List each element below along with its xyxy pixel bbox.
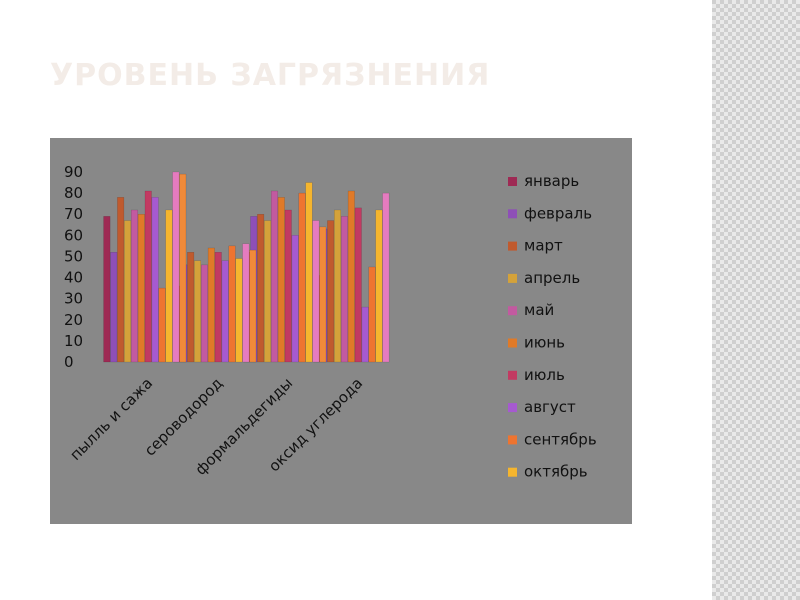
bar [270,190,278,363]
bar [368,266,376,363]
bar [179,173,187,363]
y-tick-label: 90 [64,163,83,181]
bar [235,258,243,363]
bar [312,220,320,363]
legend-label: февраль [524,204,592,222]
bar [221,260,229,363]
legend-label: апрель [524,269,580,287]
bar [207,247,215,363]
legend-label: июль [524,366,565,384]
legend-swatch [508,209,517,219]
bar [200,264,208,363]
bar [242,243,250,363]
legend-label: сентябрь [524,430,597,448]
legend-label: январь [524,172,579,190]
y-tick-label: 40 [64,269,83,287]
bar [291,235,299,363]
x-category-label: пылль и сажа [66,374,156,464]
bars-group [103,171,390,363]
slide-title: Уровень загрязнения [50,58,491,93]
bar [103,216,111,363]
legend-swatch [508,467,517,477]
bar [327,220,335,363]
y-tick-label: 10 [64,332,83,350]
bar [214,252,222,363]
legend-swatch [508,177,517,186]
bar [264,220,272,363]
y-tick-label: 60 [64,226,83,244]
bar [298,192,306,363]
legend-label: май [524,301,554,319]
chart-panel: 0 10 20 30 40 50 60 70 80 90 пылль и сажа сероводо… [50,138,632,524]
y-tick-label: 0 [64,353,74,371]
bar [249,249,257,363]
bar [382,192,390,363]
legend: январь февраль март апрель май июнь июль август… [508,172,597,481]
legend-swatch [508,435,517,445]
bar [187,252,195,363]
decorative-side-band [712,0,800,600]
bar [347,190,355,363]
bar [172,171,180,363]
bar [117,197,125,363]
bar-chart: 0 10 20 30 40 50 60 70 80 90 пылль и сажасероводо… [64,163,597,481]
bar [151,197,159,363]
bar [354,207,362,363]
bar [284,209,292,363]
y-tick-label: 70 [64,205,83,223]
legend-swatch [508,370,517,380]
legend-swatch [508,403,517,413]
bar [110,252,118,363]
legend-swatch [508,338,517,348]
legend-swatch [508,241,517,251]
bar [319,226,327,363]
bar [375,209,383,363]
bar [165,209,173,363]
bar [228,245,236,363]
bar [137,214,145,363]
legend-swatch [508,306,517,316]
y-tick-label: 50 [64,247,83,265]
bar [277,197,285,363]
legend-label: август [524,398,576,416]
y-axis: 0 10 20 30 40 50 60 70 80 90 [64,163,83,371]
bar [158,287,166,363]
bar [341,216,348,363]
bar [144,190,152,363]
bar [194,260,202,363]
legend-label: июнь [524,334,565,352]
bar [334,209,341,363]
y-tick-label: 80 [64,184,83,202]
bar [130,209,138,363]
y-tick-label: 20 [64,311,83,329]
bar [305,182,313,363]
x-axis: пылль и сажасероводородформальдегидыокси… [66,374,366,479]
bar [257,214,265,363]
legend-swatch [508,273,517,283]
bar [361,306,369,363]
y-tick-label: 30 [64,290,83,308]
legend-label: март [524,237,563,255]
bar [124,220,132,363]
legend-label: октябрь [524,463,588,481]
